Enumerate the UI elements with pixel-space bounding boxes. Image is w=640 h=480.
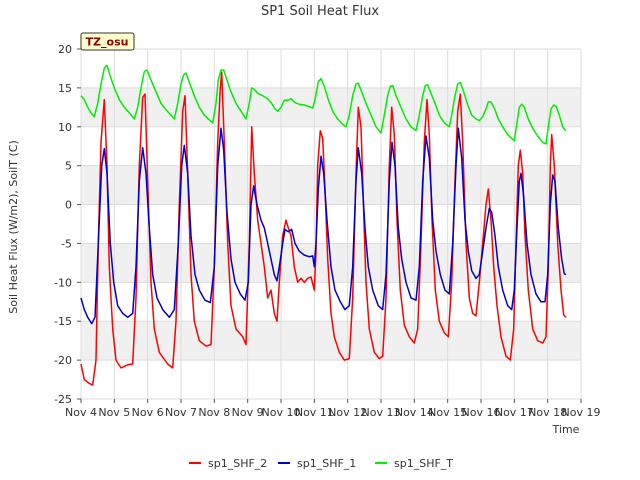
y-tick-label: 20 [58,43,72,56]
y-tick-label: -25 [54,393,72,406]
legend-label-sp1_SHF_1: sp1_SHF_1 [297,457,356,470]
x-tick-label: Nov 12 [328,406,367,419]
x-tick-label: Nov 8 [198,406,230,419]
series-layer [80,64,567,386]
plot-band [81,49,581,88]
x-tick-label: Nov 14 [395,406,434,419]
x-tick-label: Nov 17 [495,406,534,419]
y-tick-label: 10 [58,121,72,134]
x-tick-label: Nov 18 [528,406,567,419]
series-line-sp1_SHF_2 [80,71,567,386]
y-axis-label: Soil Heat Flux (W/m2), SoilT (C) [7,140,20,313]
x-tick-label: Nov 9 [232,406,264,419]
x-tick-label: Nov 13 [362,406,401,419]
series-line-sp1_SHF_1 [80,127,567,325]
x-tick-label: Nov 15 [428,406,467,419]
y-tick-label: 5 [65,160,72,173]
annotation-text: TZ_osu [86,36,129,49]
y-tick-label: 15 [58,82,72,95]
y-axis-ticks: -25 -20 -15 -10 -5 0 5 10 15 20 [54,43,81,406]
legend-label-sp1_SHF_2: sp1_SHF_2 [208,457,267,470]
plot-bands [81,49,581,399]
y-tick-label: -15 [54,315,72,328]
series-line-sp1_SHF_T [80,64,567,145]
y-tick-label: -5 [61,237,72,250]
x-axis-label: Time [552,423,580,436]
plot-band [81,204,581,244]
plot-band [81,360,581,399]
plot-band [81,165,581,205]
chart-title: SP1 Soil Heat Flux [261,4,379,19]
y-tick-label: -20 [54,354,72,367]
y-tick-label: 0 [65,199,72,212]
x-tick-label: Nov 5 [98,406,130,419]
x-tick-label: Nov 11 [295,406,334,419]
legend-label-sp1_SHF_T: sp1_SHF_T [394,457,453,470]
annotation-badge: TZ_osu [80,32,135,51]
x-tick-label: Nov 19 [562,406,601,419]
x-tick-label: Nov 7 [165,406,197,419]
plot-band [81,126,581,166]
x-tick-label: Nov 4 [65,406,97,419]
plot-band [81,321,581,361]
x-tick-label: Nov 6 [132,406,164,419]
annotation-box [80,32,135,51]
x-tick-label: Nov 10 [262,406,301,419]
legend: sp1_SHF_2 sp1_SHF_1 sp1_SHF_T [189,457,453,470]
x-tick-label: Nov 16 [462,406,501,419]
y-tick-label: -10 [54,276,72,289]
